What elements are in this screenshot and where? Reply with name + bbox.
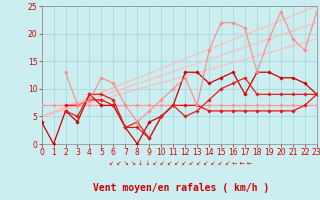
Text: ↙ ↙ ↘ ↘ ↓ ↓ ↙ ↙ ↙ ↙ ↙ ↙ ↙ ↙ ↙ ↙ ↙ ← ← ←: ↙ ↙ ↘ ↘ ↓ ↓ ↙ ↙ ↙ ↙ ↙ ↙ ↙ ↙ ↙ ↙ ↙ ← ← ← [109, 160, 252, 166]
Text: Vent moyen/en rafales ( km/h ): Vent moyen/en rafales ( km/h ) [93, 183, 269, 193]
